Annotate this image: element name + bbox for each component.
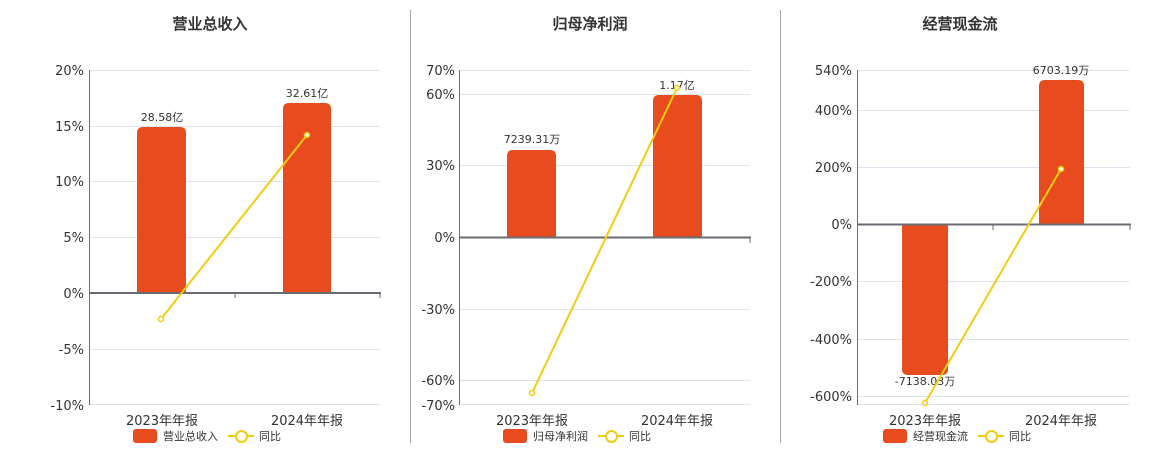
legend-bar-swatch-icon [503, 429, 527, 443]
chart-title: 营业总收入 [172, 15, 248, 33]
svg-text:10%: 10% [55, 175, 84, 190]
chart-legend[interactable]: 归母净利润 同比 [503, 428, 651, 444]
bar-label-2023: -7138.03万 [895, 375, 955, 388]
legend-bar-label[interactable]: 经营现金流 [913, 430, 968, 443]
panel-divider [780, 10, 781, 443]
chart-title: 归母净利润 [552, 15, 628, 33]
chart-legend[interactable]: 营业总收入 同比 [133, 428, 281, 444]
bar-2023 [507, 150, 556, 237]
bar-label-2024: 32.61亿 [286, 87, 329, 100]
svg-text:5%: 5% [63, 231, 84, 246]
svg-text:15%: 15% [55, 120, 84, 135]
chart-plot: 70% 60% 30% 0% -30% -60% -70% 7239.31万 1… [421, 64, 751, 429]
legend-line-marker-icon [598, 429, 624, 443]
svg-text:-400%: -400% [810, 333, 852, 348]
legend-bar-swatch-icon [133, 429, 157, 443]
svg-text:2023年年报: 2023年年报 [126, 414, 198, 429]
svg-text:-600%: -600% [810, 390, 852, 405]
svg-text:-5%: -5% [59, 343, 84, 358]
svg-text:0%: 0% [831, 218, 852, 233]
svg-text:-70%: -70% [421, 399, 455, 414]
bar-2023 [137, 127, 186, 293]
svg-text:2024年年报: 2024年年报 [271, 414, 343, 429]
svg-text:2024年年报: 2024年年报 [1025, 414, 1097, 429]
chart-panel-net-profit: 归母净利润 70% 60% 30% 0% -30% -60% -70% 7239… [421, 15, 751, 444]
legend-bar-label[interactable]: 营业总收入 [163, 430, 218, 443]
legend-line-marker-icon [228, 429, 254, 443]
bar-2024 [653, 95, 702, 237]
legend-line-label[interactable]: 同比 [1009, 430, 1031, 443]
legend-line-marker-icon [978, 429, 1004, 443]
svg-text:0%: 0% [434, 231, 455, 246]
svg-text:-30%: -30% [421, 303, 455, 318]
chart-plot: 20% 15% 10% 5% 0% -5% -10% 28.58亿 32.61亿… [50, 64, 381, 429]
svg-text:60%: 60% [426, 88, 455, 103]
chart-title: 经营现金流 [922, 15, 998, 33]
svg-text:-10%: -10% [50, 399, 84, 414]
svg-text:0%: 0% [63, 287, 84, 302]
legend-bar-label[interactable]: 归母净利润 [533, 430, 588, 443]
panel-divider [410, 10, 411, 443]
legend-line-label[interactable]: 同比 [259, 430, 281, 443]
svg-text:70%: 70% [426, 64, 455, 79]
svg-text:-200%: -200% [810, 275, 852, 290]
svg-text:2024年年报: 2024年年报 [641, 414, 713, 429]
svg-text:20%: 20% [55, 64, 84, 79]
svg-text:2023年年报: 2023年年报 [496, 414, 568, 429]
legend-bar-swatch-icon [883, 429, 907, 443]
bar-label-2023: 7239.31万 [504, 133, 561, 146]
bar-2024 [1039, 80, 1084, 225]
svg-text:-60%: -60% [421, 374, 455, 389]
legend-line-label[interactable]: 同比 [629, 430, 651, 443]
bar-label-2024: 6703.19万 [1033, 64, 1090, 77]
bar-label-2023: 28.58亿 [141, 111, 184, 124]
chart-panel-revenue: 营业总收入 20% 15% 10% 5% 0% -5% -10% 2 [0, 0, 410, 450]
svg-text:540%: 540% [815, 64, 852, 79]
chart-legend[interactable]: 经营现金流 同比 [883, 428, 1031, 444]
svg-text:200%: 200% [815, 161, 852, 176]
svg-text:400%: 400% [815, 104, 852, 119]
svg-text:2023年年报: 2023年年报 [889, 414, 961, 429]
bar-2023 [902, 225, 948, 375]
svg-text:30%: 30% [426, 159, 455, 174]
